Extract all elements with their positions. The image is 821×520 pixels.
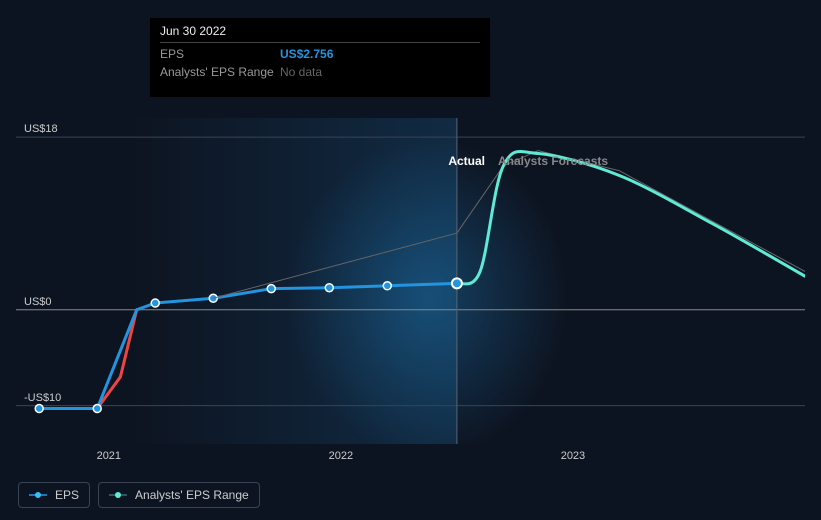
tooltip-value: US$2.756	[280, 47, 333, 61]
tooltip-date: Jun 30 2022	[160, 24, 480, 43]
tooltip-key: Analysts' EPS Range	[160, 65, 280, 79]
y-axis-label: US$0	[24, 296, 52, 308]
legend-swatch-icon	[29, 491, 47, 499]
legend-label: Analysts' EPS Range	[135, 488, 249, 502]
x-axis-label: 2021	[97, 450, 121, 462]
tooltip-key: EPS	[160, 47, 280, 61]
plot-area[interactable]: Actual Analysts Forecasts US$18 US$0 -US…	[16, 118, 805, 444]
chart-tooltip: Jun 30 2022 EPS US$2.756 Analysts' EPS R…	[150, 18, 490, 97]
legend-item-range[interactable]: Analysts' EPS Range	[98, 482, 260, 508]
region-label-forecast: Analysts Forecasts	[498, 154, 608, 168]
tooltip-value: No data	[280, 65, 322, 79]
tooltip-row: Analysts' EPS Range No data	[160, 61, 480, 79]
eps-forecast-chart: Jun 30 2022 EPS US$2.756 Analysts' EPS R…	[0, 0, 821, 520]
tooltip-row: EPS US$2.756	[160, 43, 480, 61]
legend-swatch-icon	[109, 491, 127, 499]
plot-svg	[16, 118, 805, 444]
y-axis-label: US$18	[24, 123, 58, 135]
y-axis-label: -US$10	[24, 392, 61, 404]
legend-item-eps[interactable]: EPS	[18, 482, 90, 508]
chart-legend: EPS Analysts' EPS Range	[18, 482, 260, 508]
x-axis-label: 2023	[561, 450, 585, 462]
region-label-actual: Actual	[448, 154, 485, 168]
x-axis-label: 2022	[329, 450, 353, 462]
legend-label: EPS	[55, 488, 79, 502]
